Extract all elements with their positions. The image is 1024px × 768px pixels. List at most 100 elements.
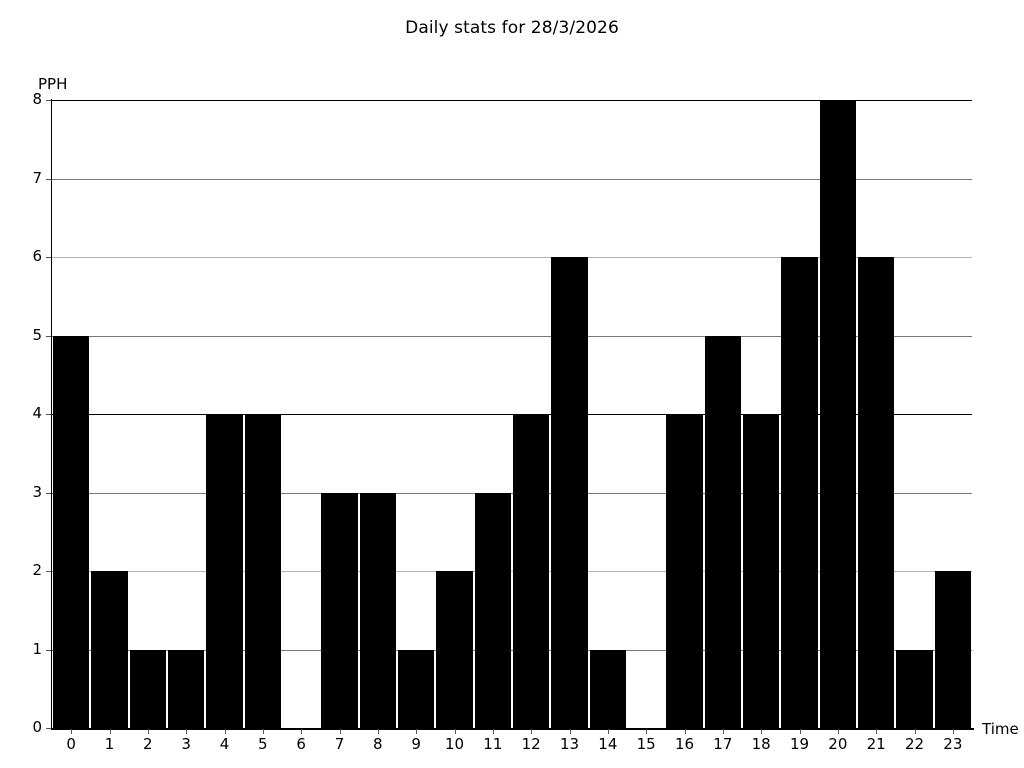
x-tick-label-23: 23 xyxy=(943,735,963,753)
x-tick-label-17: 17 xyxy=(713,735,733,753)
x-tick-mark-6 xyxy=(301,729,302,734)
gridline-y-4 xyxy=(52,414,972,415)
x-tick-mark-4 xyxy=(225,729,226,734)
bar-hour-9[interactable] xyxy=(398,649,435,728)
x-tick-mark-22 xyxy=(915,729,916,734)
x-tick-label-14: 14 xyxy=(598,735,618,753)
x-tick-mark-16 xyxy=(685,729,686,734)
x-tick-mark-9 xyxy=(416,729,417,734)
x-tick-label-21: 21 xyxy=(866,735,886,753)
x-tick-label-6: 6 xyxy=(296,735,306,753)
bar-hour-23[interactable] xyxy=(934,571,971,728)
bar-hour-5[interactable] xyxy=(244,414,281,728)
y-tick-label-6: 6 xyxy=(32,247,42,265)
y-tick-mark-5 xyxy=(46,336,52,337)
bar-hour-13[interactable] xyxy=(551,257,588,728)
y-tick-mark-4 xyxy=(46,414,52,415)
y-tick-mark-2 xyxy=(46,571,52,572)
bar-hour-21[interactable] xyxy=(858,257,895,728)
x-tick-mark-11 xyxy=(493,729,494,734)
chart-title: Daily stats for 28/3/2026 xyxy=(405,18,619,38)
y-tick-label-8: 8 xyxy=(32,90,42,108)
x-tick-mark-13 xyxy=(570,729,571,734)
x-tick-label-1: 1 xyxy=(104,735,115,753)
x-tick-mark-20 xyxy=(838,729,839,734)
x-tick-mark-18 xyxy=(761,729,762,734)
x-tick-mark-15 xyxy=(646,729,647,734)
bar-hour-14[interactable] xyxy=(589,649,626,728)
x-tick-mark-7 xyxy=(340,729,341,734)
x-tick-mark-3 xyxy=(186,729,187,734)
gridline-y-5 xyxy=(52,336,972,337)
x-tick-label-4: 4 xyxy=(219,735,230,753)
bar-hour-19[interactable] xyxy=(781,257,818,728)
x-tick-mark-10 xyxy=(455,729,456,734)
x-tick-label-10: 10 xyxy=(444,735,465,753)
x-tick-label-19: 19 xyxy=(789,735,810,753)
x-tick-label-11: 11 xyxy=(483,735,503,753)
bar-hour-3[interactable] xyxy=(168,649,205,728)
bar-hour-12[interactable] xyxy=(513,414,550,728)
x-tick-mark-21 xyxy=(876,729,877,734)
y-tick-mark-6 xyxy=(46,257,52,258)
bar-hour-4[interactable] xyxy=(206,414,243,728)
y-tick-mark-1 xyxy=(46,650,52,651)
x-tick-mark-23 xyxy=(953,729,954,734)
y-tick-label-3: 3 xyxy=(32,482,42,501)
x-tick-mark-12 xyxy=(531,729,532,734)
gridline-y-2 xyxy=(52,571,972,572)
x-axis-line xyxy=(52,728,974,730)
x-tick-label-5: 5 xyxy=(258,735,268,753)
x-tick-label-22: 22 xyxy=(904,735,925,753)
y-tick-label-0: 0 xyxy=(32,718,42,736)
bar-hour-10[interactable] xyxy=(436,571,473,728)
bar-hour-0[interactable] xyxy=(53,335,90,728)
y-tick-mark-7 xyxy=(46,179,52,180)
gridline-y-1 xyxy=(52,650,972,651)
x-tick-label-3: 3 xyxy=(181,735,191,753)
x-tick-mark-2 xyxy=(148,729,149,734)
bar-hour-16[interactable] xyxy=(666,414,703,728)
y-axis-tick-labels: 0 1 2 3 4 5 6 7 8 xyxy=(0,0,42,768)
y-tick-mark-3 xyxy=(46,493,52,494)
bar-hour-1[interactable] xyxy=(91,571,128,728)
bar-hour-20[interactable] xyxy=(819,100,856,728)
x-tick-mark-5 xyxy=(263,729,264,734)
bar-hour-2[interactable] xyxy=(129,649,166,728)
x-tick-label-9: 9 xyxy=(411,735,421,753)
x-tick-label-15: 15 xyxy=(636,735,656,753)
x-tick-label-7: 7 xyxy=(334,735,345,753)
y-axis-label: PPH xyxy=(38,75,68,93)
x-tick-label-18: 18 xyxy=(751,735,771,753)
x-tick-mark-17 xyxy=(723,729,724,734)
y-tick-mark-8 xyxy=(46,100,52,101)
gridline-y-7 xyxy=(52,179,972,180)
x-tick-mark-0 xyxy=(71,729,72,734)
bar-hour-7[interactable] xyxy=(321,492,358,728)
gridline-y-3 xyxy=(52,493,972,494)
y-tick-label-2: 2 xyxy=(32,561,42,579)
bar-hour-22[interactable] xyxy=(896,649,933,728)
plot-area xyxy=(52,100,972,729)
gridline-y-8 xyxy=(52,100,972,101)
x-tick-mark-1 xyxy=(110,729,111,734)
bar-hour-11[interactable] xyxy=(474,492,511,728)
x-tick-label-12: 12 xyxy=(521,735,541,753)
gridline-y-6 xyxy=(52,257,972,258)
x-tick-label-20: 20 xyxy=(828,735,848,753)
x-tick-mark-8 xyxy=(378,729,379,734)
x-tick-label-0: 0 xyxy=(66,735,76,753)
bar-hour-17[interactable] xyxy=(704,335,741,728)
x-tick-label-16: 16 xyxy=(674,735,695,753)
x-tick-label-13: 13 xyxy=(559,735,580,753)
bar-hour-18[interactable] xyxy=(743,414,780,728)
bar-hour-8[interactable] xyxy=(359,492,396,728)
y-tick-label-7: 7 xyxy=(32,168,42,187)
y-axis-line xyxy=(51,99,52,730)
x-tick-label-2: 2 xyxy=(143,735,153,753)
x-tick-mark-19 xyxy=(800,729,801,734)
x-tick-mark-14 xyxy=(608,729,609,734)
x-axis-label: Time xyxy=(982,720,1019,738)
y-tick-mark-0 xyxy=(46,728,52,729)
